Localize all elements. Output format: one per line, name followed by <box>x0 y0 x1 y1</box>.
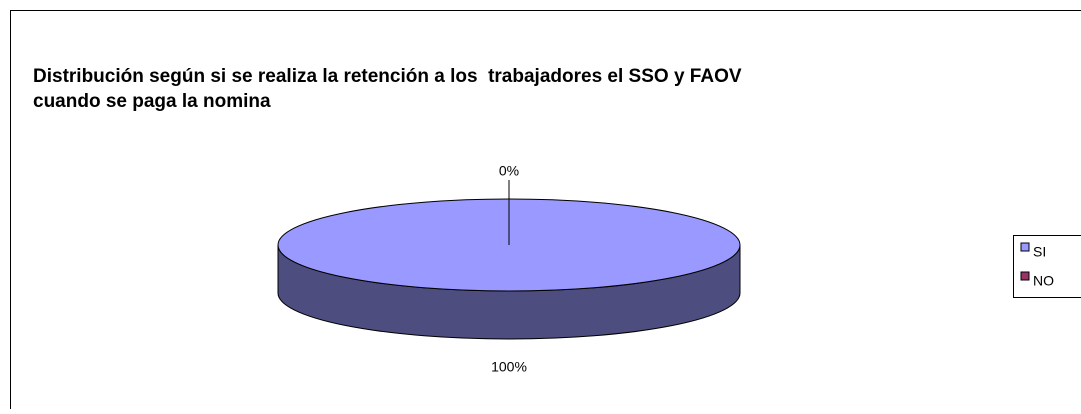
data-label: 100% <box>491 359 527 375</box>
legend-swatch <box>1021 243 1029 251</box>
legend-label: SI <box>1033 244 1046 260</box>
legend-swatch <box>1021 272 1029 280</box>
chart-title: Distribución según si se realiza la rete… <box>33 66 742 87</box>
legend-label: NO <box>1033 273 1054 289</box>
chart-title: cuando se paga la nomina <box>33 91 271 112</box>
data-label: 0% <box>499 163 519 179</box>
